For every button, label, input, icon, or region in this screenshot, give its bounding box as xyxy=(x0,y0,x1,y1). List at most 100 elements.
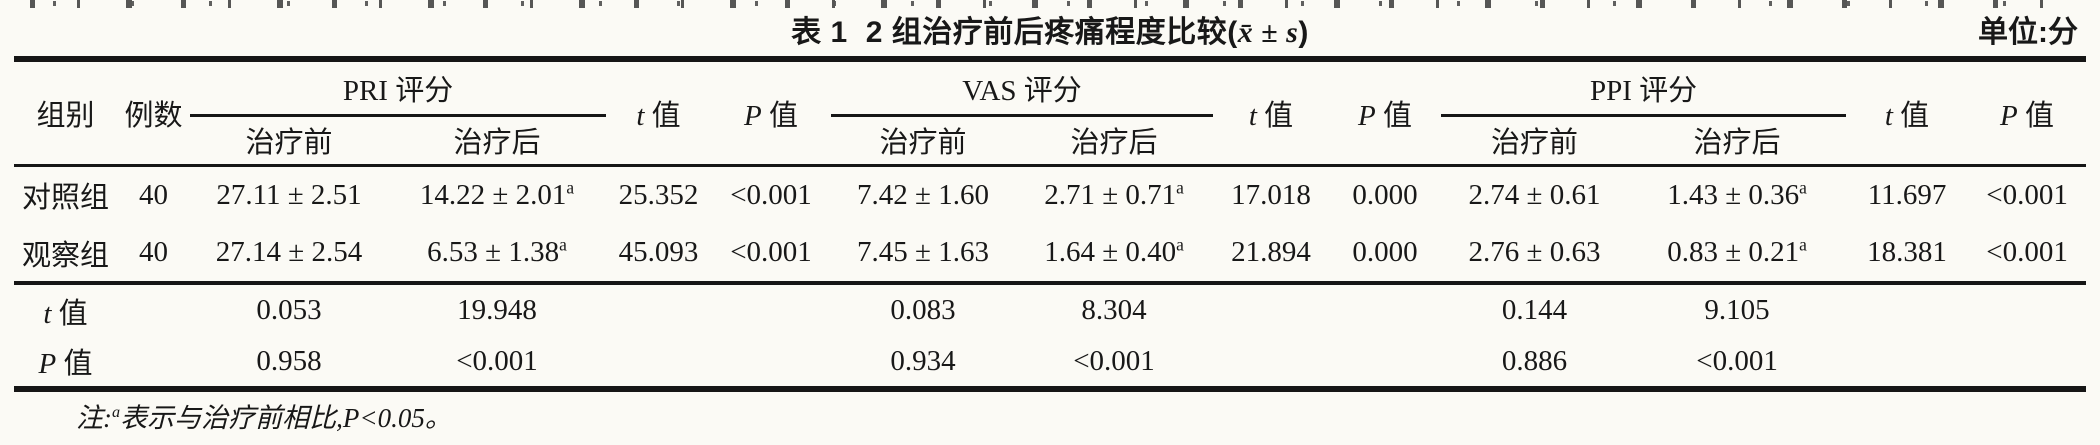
col-header-cases: 例数 xyxy=(117,59,190,167)
cell-t1: 25.352 xyxy=(618,178,699,211)
table-row-p-value: P 值 0.958 <0.001 0.934 <0.001 0.886 <0.0… xyxy=(14,336,2086,389)
empty-cell xyxy=(117,281,190,336)
table-number: 表 1 xyxy=(791,16,848,49)
cell-t1: 45.093 xyxy=(618,236,699,268)
table-title-text: 2 组治疗前后疼痛程度比较( xyxy=(865,16,1238,49)
cell-p3: <0.001 xyxy=(1986,236,2068,268)
footnote-marker: a xyxy=(1176,177,1184,198)
footnote-marker: a xyxy=(112,403,121,421)
row-label-control: 对照组 xyxy=(21,182,109,215)
table-row-control: 对照组 40 27.11 ± 2.51 14.22 ± 2.01a 25.352… xyxy=(14,165,2086,224)
value-suffix: 值 xyxy=(1256,99,1294,132)
cell-ppi-pre: 2.74 ± 0.61 xyxy=(1468,178,1601,211)
col-header-p2: P 值 xyxy=(1329,59,1442,167)
p-symbol: P xyxy=(744,99,762,132)
value-suffix: 值 xyxy=(2017,99,2055,132)
col-header-t1: t 值 xyxy=(606,59,712,167)
cell-t-vas-post: 8.304 xyxy=(1015,281,1214,336)
cell-t2: 21.894 xyxy=(1231,236,1311,268)
cell-value: 14.22 ± 2.01 xyxy=(419,178,567,211)
cell-value: 6.53 ± 1.38 xyxy=(427,236,560,268)
t-symbol: t xyxy=(636,99,645,132)
cell-ppi-post: 0.83 ± 0.21a xyxy=(1628,224,1846,283)
value-suffix: 值 xyxy=(1892,99,1930,132)
empty-cell xyxy=(711,336,831,389)
cell-n: 40 xyxy=(139,178,168,211)
stat-notation: x̄ ± s xyxy=(1237,16,1299,49)
p-symbol: P xyxy=(342,403,360,433)
cell-p2: 0.000 xyxy=(1352,178,1418,211)
comparison-table: 组别 例数 PRI 评分 t 值 P 值 VAS 评分 t 值 P 值 PPI … xyxy=(14,56,2087,392)
col-header-ppi: PPI 评分 xyxy=(1441,59,1847,117)
cell-ppi-pre: 2.76 ± 0.63 xyxy=(1468,236,1601,268)
empty-cell xyxy=(1213,281,1330,336)
table-caption-row: 表 1 2 组治疗前后疼痛程度比较(x̄ ± s) 单位:分 xyxy=(0,15,2100,51)
cell-p1: <0.001 xyxy=(730,236,812,268)
p-symbol: P xyxy=(2000,99,2018,132)
col-header-group: 组别 xyxy=(14,59,117,167)
empty-cell xyxy=(1846,281,1969,336)
cell-pri-pre: 27.14 ± 2.54 xyxy=(215,236,363,268)
row-label-p: P 值 xyxy=(14,336,117,389)
cell-p-pri-pre: 0.958 xyxy=(256,344,322,377)
col-header-p1: P 值 xyxy=(711,59,832,167)
subheader-pri-pre: 治疗前 xyxy=(190,115,388,167)
cell-p2: 0.000 xyxy=(1352,236,1418,268)
p-symbol: P xyxy=(1358,99,1376,132)
cell-ppi-post: 1.43 ± 0.36a xyxy=(1628,165,1846,224)
footnote-body: 表示与治疗前相比, xyxy=(120,403,343,433)
footnote-prefix: 注: xyxy=(76,403,112,433)
col-header-vas: VAS 评分 xyxy=(831,59,1214,117)
cell-vas-post: 2.71 ± 0.71a xyxy=(1015,165,1213,224)
col-header-pri: PRI 评分 xyxy=(190,59,607,117)
p-symbol: P xyxy=(38,348,57,380)
footnote-marker: a xyxy=(566,177,575,198)
cell-p-ppi-post: <0.001 xyxy=(1696,344,1778,377)
cell-value: 1.43 ± 0.36 xyxy=(1667,178,1800,211)
table-title: 表 1 2 组治疗前后疼痛程度比较(x̄ ± s) xyxy=(0,15,2100,51)
col-header-t3: t 值 xyxy=(1846,59,1969,167)
value-suffix: 值 xyxy=(761,99,798,132)
value-suffix: 值 xyxy=(51,297,88,330)
cell-p1: <0.001 xyxy=(730,178,812,211)
table-row-t-statistic: t 值 0.053 19.948 0.083 8.304 0.144 9.105 xyxy=(14,281,2087,336)
cell-t3: 11.697 xyxy=(1867,178,1947,211)
cell-p-ppi-pre: 0.886 xyxy=(1501,344,1568,377)
cell-vas-pre: 7.42 ± 1.60 xyxy=(857,178,989,211)
clipped-previous-text-line xyxy=(30,0,2070,11)
cell-t2: 17.018 xyxy=(1231,178,1311,211)
table-row-observation: 观察组 40 27.14 ± 2.54 6.53 ± 1.38a 45.093 … xyxy=(14,224,2086,283)
cell-pri-pre: 27.11 ± 2.51 xyxy=(216,178,362,211)
t-symbol: t xyxy=(1248,99,1257,132)
value-suffix: 值 xyxy=(1375,99,1412,132)
cell-value: 1.64 ± 0.40 xyxy=(1044,236,1177,268)
col-header-t2: t 值 xyxy=(1213,59,1330,167)
col-header-p3: P 值 xyxy=(1968,59,2087,167)
t-symbol: t xyxy=(43,297,52,330)
cell-t3: 18.381 xyxy=(1867,236,1947,268)
empty-cell xyxy=(117,336,190,389)
cell-n: 40 xyxy=(139,236,168,268)
cell-t-pri-post: 19.948 xyxy=(388,281,607,336)
empty-cell xyxy=(1968,336,2086,389)
cell-vas-post: 1.64 ± 0.40a xyxy=(1015,224,1213,283)
table-title-close: ) xyxy=(1298,16,1309,49)
subheader-vas-post: 治疗后 xyxy=(1015,115,1214,167)
cell-p3: <0.001 xyxy=(1986,178,2068,211)
empty-cell xyxy=(606,281,712,336)
empty-cell xyxy=(1329,336,1441,389)
cell-p-vas-post: <0.001 xyxy=(1073,344,1155,377)
table-footnote: 注:a表示与治疗前相比,P<0.05。 xyxy=(76,401,2100,435)
cell-p-vas-pre: 0.934 xyxy=(890,344,956,377)
empty-cell xyxy=(606,336,711,389)
footnote-marker: a xyxy=(1176,234,1184,255)
t-symbol: t xyxy=(1884,99,1893,132)
empty-cell xyxy=(1968,281,2087,336)
value-suffix: 值 xyxy=(644,99,681,132)
cell-p-pri-post: <0.001 xyxy=(456,344,538,377)
cell-value: 2.71 ± 0.71 xyxy=(1044,178,1177,211)
cell-t-ppi-pre: 0.144 xyxy=(1441,281,1629,336)
cell-vas-pre: 7.45 ± 1.63 xyxy=(857,236,989,268)
empty-cell xyxy=(1329,281,1442,336)
